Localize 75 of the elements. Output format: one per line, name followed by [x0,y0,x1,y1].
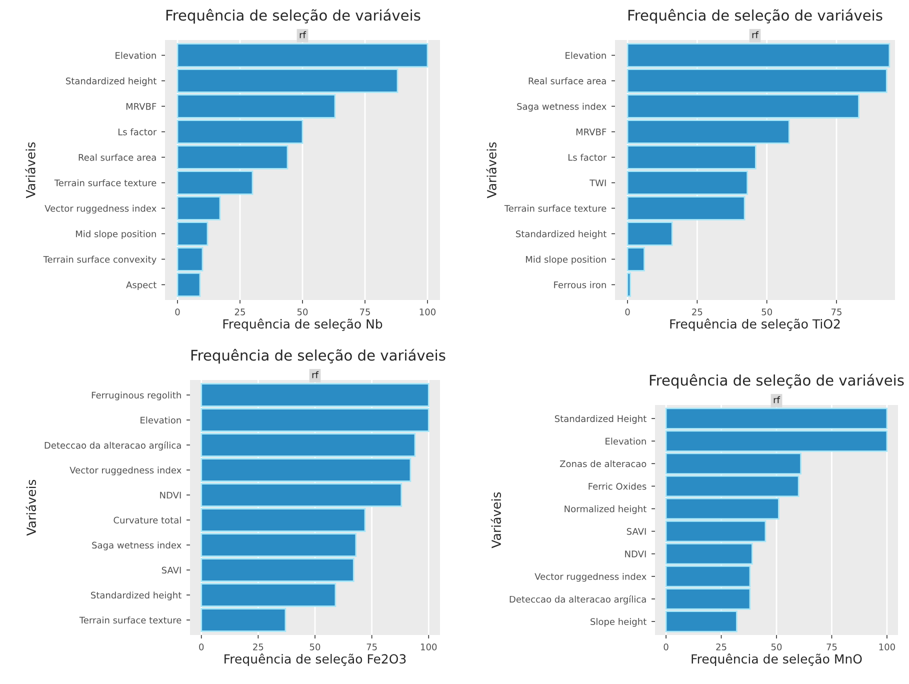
x-tick-label: 0 [199,643,204,650]
x-tick-label: 75 [360,308,370,316]
y-tick-label: Ferruginous regolith [92,392,181,400]
x-tick-label: 50 [297,308,308,316]
y-axis-title: Variáveis [25,142,36,198]
x-axis-title: Frequência de seleção MnO [692,653,862,666]
y-tick-label: Standardized height [91,592,182,600]
y-tick-label: Ls factor [118,128,157,136]
y-tick-label: Elevation [606,438,646,445]
y-tick-label: Terrain surface texture [54,179,156,186]
x-axis-title: Frequência de seleção Fe2O3 [224,653,406,666]
chart-subtitle: rf [752,31,759,38]
y-tick-label: Vector ruggedness index [44,204,156,214]
y-tick-label: Ferric Oxides [588,482,646,490]
x-tick-label: 50 [310,643,320,650]
y-tick-label: Terrain surface convexity [43,256,156,265]
y-tick-label: Deteccao da alteracao argílica [44,441,181,450]
y-tick-label: Vector ruggedness index [70,466,182,476]
y-tick-label: Slope height [590,618,646,627]
y-tick-label: SAVI [626,528,646,535]
x-tick-label: 25 [716,643,726,650]
y-tick-label: Saga wetness index [517,102,606,112]
y-tick-label: Terrain surface texture [79,616,182,624]
y-tick-label: Ferrous iron [554,281,606,288]
y-tick-label: Vector ruggedness index [534,572,646,582]
x-tick-label: 0 [664,643,668,650]
y-tick-label: Normalized height [564,505,646,514]
x-axis-title: Frequência de seleção Nb [223,318,382,332]
x-tick-label: 100 [421,643,437,650]
y-tick-label: Real surface area [78,154,156,161]
chart-subtitle: rf [312,371,319,378]
y-tick-label: Elevation [140,416,181,424]
chart-subtitle: rf [774,396,780,404]
y-tick-label: Mid slope position [526,256,606,265]
y-tick-label: Saga wetness index [92,542,182,550]
x-tick-label: 25 [692,308,702,316]
y-axis-title: Variáveis [486,142,496,198]
y-tick-label: Elevation [116,52,156,59]
y-tick-label: Curvature total [114,516,181,524]
x-tick-label: 0 [175,308,180,316]
y-tick-label: NDVI [625,550,646,558]
y-tick-label: SAVI [162,566,181,574]
x-axis-title: Frequência de seleção TiO2 [670,318,840,332]
chart-title: Frequência de seleção de variáveis [650,374,904,389]
y-tick-label: Standardized Height [554,415,646,424]
y-tick-label: MRVBF [126,103,156,110]
x-tick-label: 75 [831,308,842,316]
y-tick-label: Ls factor [568,154,607,161]
x-tick-label: 100 [879,643,895,650]
y-tick-label: Zonas de alteracao [560,460,646,468]
y-tick-label: Aspect [126,282,156,290]
y-axis-title: Variáveis [26,480,36,536]
x-tick-label: 75 [366,644,377,650]
chart-title: Frequência de seleção de variáveis [628,8,882,24]
y-tick-label: Mid slope position [76,230,156,240]
y-tick-label: Standardized height [516,230,606,240]
y-tick-label: Standardized height [66,77,156,86]
x-tick-label: 25 [234,308,245,316]
chart-subtitle: rf [300,31,306,38]
x-tick-label: 50 [771,643,782,650]
y-tick-label: NDVI [160,492,181,498]
y-axis-title: Variáveis [490,492,501,548]
x-tick-label: 100 [420,308,436,316]
y-tick-label: TWI [590,180,606,186]
x-tick-label: 0 [625,308,630,316]
y-tick-label: Terrain surface texture [504,204,606,212]
x-tick-label: 25 [253,643,264,650]
y-tick-label: Elevation [566,52,606,59]
chart-title: Frequência de seleção de variáveis [166,8,420,24]
x-tick-label: 75 [826,644,837,650]
chart-title: Frequência de seleção de variáveis [191,348,446,364]
y-tick-label: MRVBF [576,128,606,136]
y-tick-label: Deteccao da alteracao argílica [510,595,646,604]
y-tick-label: Real surface area [528,77,606,84]
x-tick-label: 50 [762,308,772,316]
